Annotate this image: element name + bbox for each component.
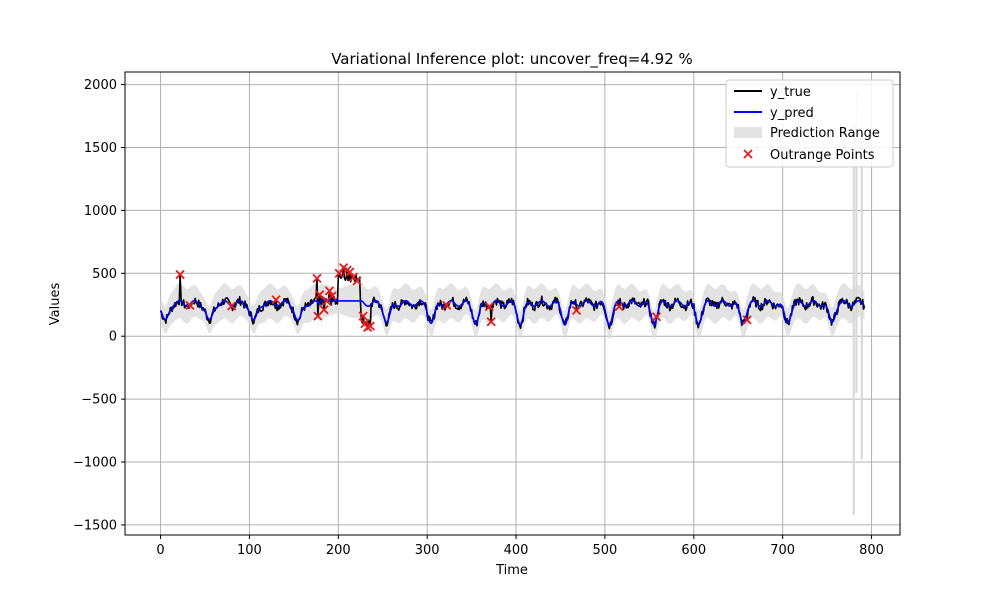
outrange-point — [175, 269, 185, 280]
legend-label-range: Prediction Range — [770, 126, 880, 141]
outrange-point — [484, 302, 495, 312]
y-tick-label: 0 — [109, 330, 117, 345]
y-tick-label: −1500 — [73, 518, 117, 533]
x-tick-label: 0 — [156, 543, 164, 558]
outrange-point — [185, 300, 195, 311]
y-tick-label: 500 — [92, 267, 117, 282]
legend-label-y-true: y_true — [770, 85, 811, 100]
x-tick-label: 400 — [504, 543, 529, 558]
x-tick-label: 700 — [770, 543, 795, 558]
outrange-point — [651, 312, 662, 322]
plot-area-frame — [124, 71, 901, 536]
series-line-y-pred — [159, 299, 865, 326]
outrange-point — [319, 305, 329, 315]
y-tick-label: 1500 — [84, 141, 117, 156]
x-axis-label: Time — [495, 563, 528, 578]
chart-title: Variational Inference plot: uncover_freq… — [331, 50, 693, 69]
outrange-point — [227, 301, 237, 311]
x-tick-label: 100 — [237, 543, 262, 558]
outrange-point — [312, 273, 322, 283]
legend-swatch-range — [734, 127, 762, 138]
legend-label-y-pred: y_pred — [770, 106, 814, 121]
outrange-points — [175, 263, 752, 333]
legend-label-outrange: Outrange Points — [770, 148, 875, 163]
x-tick-label: 800 — [859, 543, 884, 558]
outrange-point — [365, 321, 375, 331]
legend-box — [725, 79, 894, 168]
outrange-point — [358, 311, 368, 321]
outrange-point — [742, 315, 752, 325]
x-tick-label: 300 — [415, 543, 440, 558]
y-tick-label: 2000 — [84, 78, 117, 93]
outrange-point — [345, 267, 355, 277]
outrange-point — [442, 300, 452, 311]
outrange-point — [352, 276, 362, 286]
outrange-point — [486, 317, 496, 327]
outrange-point — [271, 295, 281, 305]
y-tick-label: 1000 — [84, 204, 117, 219]
legend-swatch-outrange — [743, 149, 753, 159]
prediction-range-band — [160, 283, 865, 340]
y-tick-label: −1000 — [73, 456, 117, 471]
x-tick-label: 200 — [326, 543, 351, 558]
x-tick-label: 600 — [681, 543, 706, 558]
x-tick-label: 500 — [593, 543, 618, 558]
outrange-point — [614, 302, 624, 312]
outrange-point — [327, 291, 337, 301]
outrange-point — [571, 305, 582, 316]
y-tick-label: −500 — [81, 393, 117, 408]
axis-ticks: 0 100 200 300 400 500 600 700 800 −1500 −1000 −500 0… — [73, 78, 884, 558]
y-axis-label: Values — [48, 283, 63, 326]
legend: y_true y_pred Prediction Range Outrange … — [725, 79, 894, 168]
outrange-point — [362, 322, 373, 333]
outrange-point — [324, 286, 335, 296]
outrange-point — [315, 290, 325, 300]
